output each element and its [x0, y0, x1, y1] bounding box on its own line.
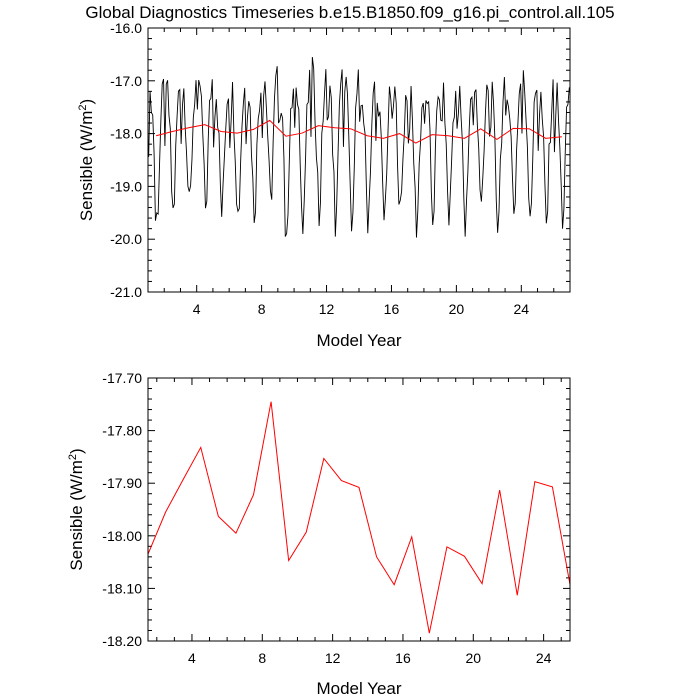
y-tick-label: -18.20	[102, 633, 142, 649]
bottom-plot-tick-labels: 4 8 12 16 20 24 -17.70 -17.80 -17.90 -18.00 -18.10…	[102, 370, 551, 666]
bottom-plot: 4 8 12 16 20 24 -17.70 -17.80 -17.90 -18.00 -18.10…	[67, 370, 571, 698]
bottom-plot-annual-mean-series-line	[147, 401, 571, 634]
y-tick-label: -20.0	[110, 231, 142, 247]
x-tick-label: 4	[193, 301, 201, 317]
y-tick-label: -18.0	[110, 126, 142, 142]
x-tick-label: 24	[536, 650, 552, 666]
bottom-plot-y-axis-label: Sensible (W/m2)	[67, 448, 86, 570]
top-plot-monthly-series-line	[148, 56, 570, 238]
top-plot: 4 8 12 16 20 24 -16.0 -17.0 -18.0 -19.0 -20.0 -21.0…	[77, 20, 571, 350]
x-tick-label: 8	[258, 301, 266, 317]
top-plot-y-axis-label: Sensible (W/m2)	[77, 99, 96, 221]
y-tick-label: -17.0	[110, 73, 142, 89]
top-plot-frame	[147, 27, 571, 293]
x-tick-label: 12	[319, 301, 335, 317]
y-tick-label: -16.0	[110, 20, 142, 36]
x-tick-label: 24	[514, 301, 530, 317]
x-tick-label: 20	[449, 301, 465, 317]
x-tick-label: 12	[325, 650, 341, 666]
top-plot-y-axis-label-superscript: 2	[77, 105, 89, 111]
bottom-plot-y-axis-label-main: Sensible (W/m	[67, 460, 86, 571]
bottom-plot-y-axis-label-end: )	[67, 448, 86, 454]
y-tick-label: -18.10	[102, 580, 142, 596]
top-plot-tick-labels: 4 8 12 16 20 24 -16.0 -17.0 -18.0 -19.0 -20.0 -21.0	[110, 20, 529, 317]
chart-title: Global Diagnostics Timeseries b.e15.B185…	[85, 3, 614, 22]
y-tick-label: -19.0	[110, 178, 142, 194]
y-tick-label: -18.00	[102, 528, 142, 544]
bottom-plot-frame	[147, 377, 571, 642]
y-tick-label: -17.70	[102, 370, 142, 386]
bottom-plot-y-axis-label-superscript: 2	[67, 454, 79, 460]
x-tick-label: 16	[384, 301, 400, 317]
x-tick-label: 8	[258, 650, 266, 666]
top-plot-x-axis-label: Model Year	[316, 331, 401, 350]
x-tick-label: 4	[188, 650, 196, 666]
top-plot-y-axis-label-main: Sensible (W/m	[77, 111, 96, 222]
top-plot-ticks	[147, 27, 571, 293]
bottom-plot-ticks	[148, 377, 570, 642]
bottom-plot-x-axis-label: Model Year	[316, 679, 401, 698]
top-plot-annual-mean-series-line	[155, 119, 562, 144]
x-tick-label: 16	[395, 650, 411, 666]
y-tick-label: -21.0	[110, 284, 142, 300]
y-tick-label: -17.90	[102, 475, 142, 491]
x-tick-label: 20	[466, 650, 482, 666]
top-plot-y-axis-label-end: )	[77, 99, 96, 105]
y-tick-label: -17.80	[102, 423, 142, 439]
